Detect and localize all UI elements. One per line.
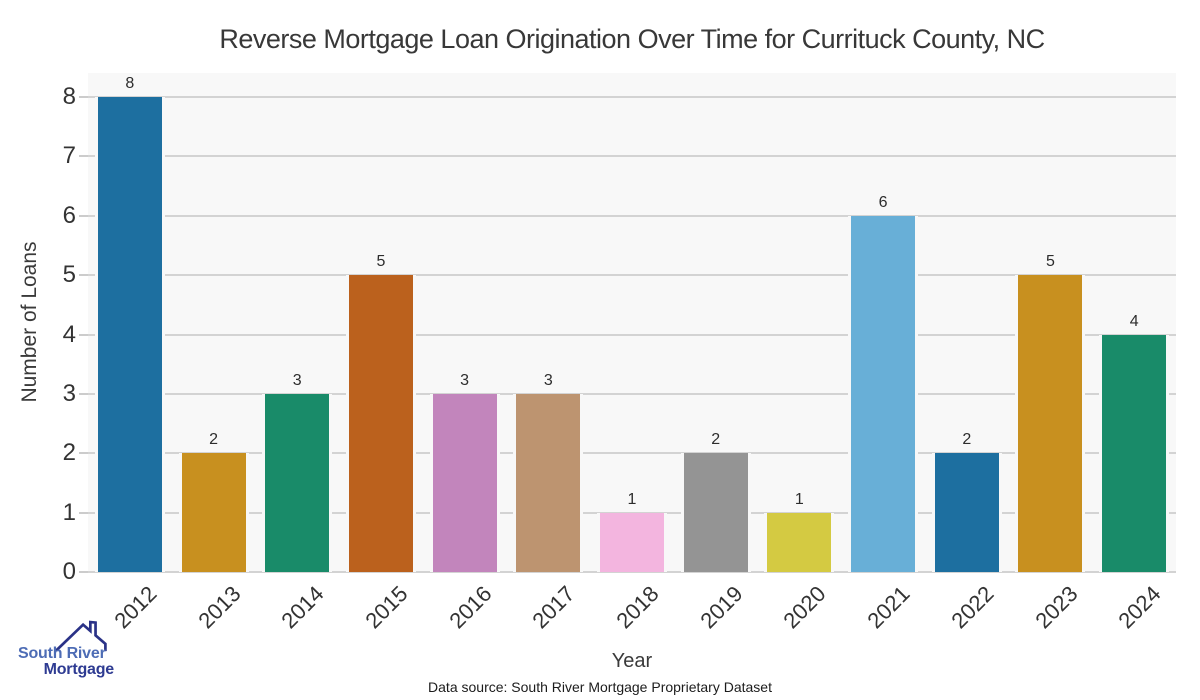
bar-2012 bbox=[94, 97, 165, 572]
bar-value-label: 5 bbox=[1046, 253, 1055, 271]
y-tick-mark bbox=[79, 571, 88, 573]
x-tick-label: 2016 bbox=[444, 581, 497, 634]
y-tick-mark bbox=[79, 214, 88, 217]
bar-2021 bbox=[848, 215, 919, 572]
y-tick-mark bbox=[79, 155, 88, 158]
x-tick-label: 2012 bbox=[109, 581, 162, 634]
gridline-y6 bbox=[88, 214, 1176, 217]
bar-2024 bbox=[1099, 334, 1170, 572]
y-tick-mark bbox=[79, 452, 88, 455]
y-tick-label: 4 bbox=[62, 320, 76, 348]
bar-value-label: 6 bbox=[878, 193, 888, 211]
y-tick-label: 3 bbox=[62, 379, 76, 407]
y-tick-mark bbox=[79, 96, 88, 98]
bar-2016 bbox=[429, 393, 500, 572]
bar-value-label: 8 bbox=[125, 75, 135, 92]
y-tick-mark bbox=[79, 392, 88, 395]
y-tick-label: 7 bbox=[62, 142, 76, 170]
gridline-y8 bbox=[88, 96, 1176, 98]
logo-text-line2: Mortgage bbox=[43, 661, 115, 678]
bar-value-label: 1 bbox=[627, 490, 637, 508]
house-roof-icon bbox=[55, 620, 107, 652]
x-tick-label: 2014 bbox=[276, 581, 329, 634]
x-tick-label: 2018 bbox=[611, 581, 664, 634]
bar-2014 bbox=[262, 393, 333, 572]
x-tick-label: 2021 bbox=[862, 581, 915, 634]
x-tick-label: 2022 bbox=[946, 581, 999, 634]
x-tick-label: 2015 bbox=[360, 581, 413, 634]
gridline-y0 bbox=[88, 571, 1176, 573]
bar-value-label: 2 bbox=[209, 431, 218, 449]
bar-2022 bbox=[931, 453, 1002, 572]
x-tick-label: 2024 bbox=[1113, 581, 1166, 634]
bar-2017 bbox=[513, 393, 584, 572]
y-tick-label: 2 bbox=[62, 439, 76, 467]
gridline-y2 bbox=[88, 452, 1176, 455]
gridline-y5 bbox=[88, 274, 1176, 277]
y-tick-label: 8 bbox=[62, 83, 76, 110]
y-tick-mark bbox=[79, 274, 88, 277]
y-tick-label: 0 bbox=[62, 558, 76, 585]
y-tick-label: 5 bbox=[62, 261, 76, 289]
bar-value-label: 4 bbox=[1129, 312, 1139, 330]
bar-value-label: 2 bbox=[711, 431, 721, 449]
y-tick-mark bbox=[79, 511, 88, 514]
bar-value-label: 2 bbox=[962, 431, 972, 449]
bar-2023 bbox=[1015, 275, 1086, 572]
bar-2020 bbox=[764, 512, 835, 572]
bar-2019 bbox=[680, 453, 751, 572]
bar-value-label: 3 bbox=[543, 371, 553, 389]
y-tick-mark bbox=[79, 333, 88, 336]
gridline-y4 bbox=[88, 333, 1176, 336]
plot-area: 8 2 3 5 3 3 1 2 1 6 2 5 4 bbox=[88, 73, 1176, 573]
gridline-y7 bbox=[88, 155, 1176, 158]
x-tick-label: 2019 bbox=[695, 581, 748, 634]
logo-text-line1: South River bbox=[18, 645, 106, 662]
chart-title: Reverse Mortgage Loan Origination Over T… bbox=[219, 24, 1045, 54]
bar-value-label: 5 bbox=[376, 253, 386, 271]
x-tick-label: 2017 bbox=[527, 581, 580, 634]
y-tick-label: 6 bbox=[62, 201, 76, 229]
data-source-note: Data source: South River Mortgage Propri… bbox=[428, 679, 772, 695]
bar-2013 bbox=[178, 453, 249, 572]
bar-2015 bbox=[345, 275, 416, 572]
bar-value-label: 3 bbox=[460, 371, 470, 389]
x-tick-label: 2013 bbox=[192, 581, 246, 634]
bar-value-label: 1 bbox=[794, 490, 804, 508]
bar-value-label: 3 bbox=[292, 371, 302, 389]
gridline-y3 bbox=[88, 392, 1176, 395]
y-tick-label: 1 bbox=[62, 498, 76, 526]
x-axis-title: Year bbox=[611, 650, 653, 672]
x-tick-label: 2023 bbox=[1029, 581, 1083, 634]
x-tick-label: 2020 bbox=[778, 581, 832, 634]
bar-2018 bbox=[597, 512, 667, 572]
